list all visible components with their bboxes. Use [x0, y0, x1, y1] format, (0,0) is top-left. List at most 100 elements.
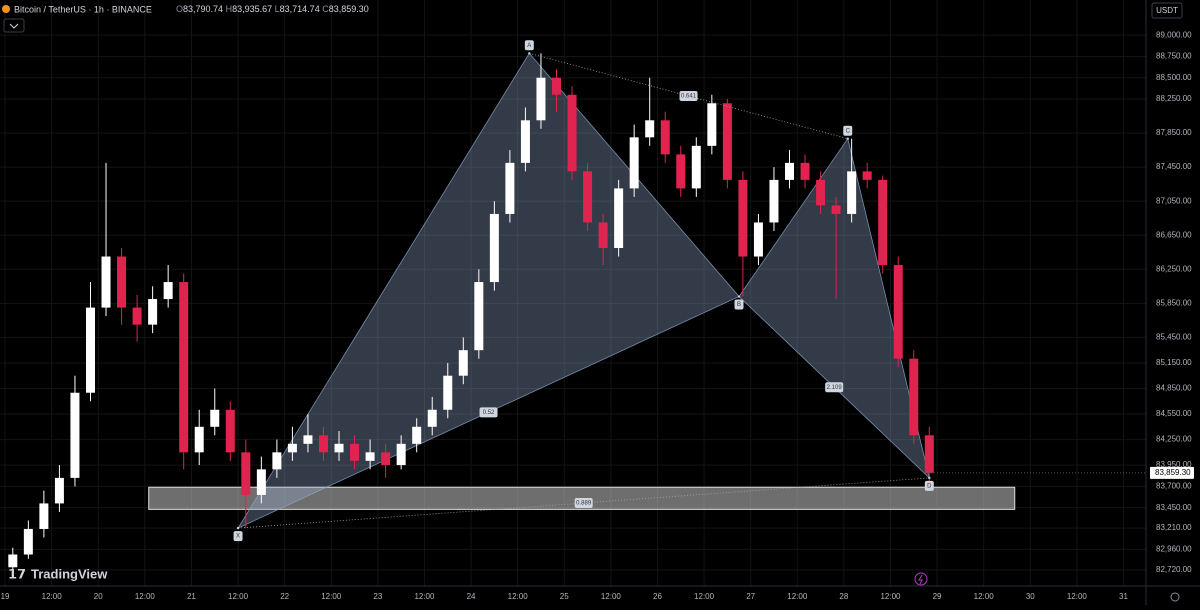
- candle-body: [676, 154, 686, 189]
- candle-body: [163, 282, 173, 300]
- candle-body: [101, 256, 111, 308]
- candle-body: [350, 443, 360, 461]
- pattern-point: [528, 52, 531, 55]
- x-tick-label: 20: [94, 592, 103, 601]
- y-tick-label: 88,750.00: [1156, 52, 1192, 61]
- c-key: C: [322, 4, 329, 14]
- x-tick-label: 25: [560, 592, 569, 601]
- settings-icon[interactable]: [1170, 592, 1180, 602]
- candle-body: [769, 179, 779, 223]
- last-price-label: 83,859.30: [1155, 468, 1191, 477]
- candle-body: [536, 77, 546, 121]
- candle-body: [489, 213, 499, 283]
- ratio-box: [679, 90, 698, 101]
- x-tick-label: 12:00: [974, 592, 995, 601]
- x-tick-label: 22: [280, 592, 289, 601]
- candle-body: [303, 435, 313, 444]
- candle-body: [318, 435, 328, 453]
- bolt: [918, 574, 923, 585]
- candle-body: [505, 162, 515, 214]
- candle-body: [660, 120, 670, 155]
- candle-body: [194, 426, 204, 453]
- x-tick-label: 31: [1119, 592, 1128, 601]
- y-tick-label: 82,960.00: [1156, 545, 1192, 554]
- point-label: X: [236, 534, 240, 540]
- y-tick-label: 88,500.00: [1156, 73, 1192, 82]
- candle-body: [645, 120, 655, 138]
- candle-body: [878, 179, 888, 266]
- candle-body: [862, 171, 872, 180]
- x-tick-label: 30: [1026, 592, 1035, 601]
- candle-body: [785, 162, 795, 180]
- y-tick-label: 87,050.00: [1156, 196, 1192, 205]
- collapse-button[interactable]: [3, 18, 25, 33]
- point-label: C: [846, 128, 851, 134]
- candle-body: [132, 307, 142, 325]
- candle-body: [598, 222, 608, 249]
- x-tick-label: 12:00: [228, 592, 249, 601]
- x-tick-label: 21: [187, 592, 196, 601]
- currency: USDT: [1156, 6, 1178, 15]
- x-tick-label: 12:00: [508, 592, 529, 601]
- x-tick-label: 29: [933, 592, 942, 601]
- point-box: [524, 40, 534, 51]
- currency-button[interactable]: [1151, 2, 1183, 19]
- candle-body: [365, 452, 375, 461]
- ratio-label: 0.52: [483, 410, 495, 416]
- last-price-box: [1150, 466, 1194, 479]
- y-tick-label: 83,950.00: [1156, 460, 1192, 469]
- candle-body: [39, 503, 49, 529]
- candle-body: [567, 94, 577, 172]
- candle-body: [474, 282, 484, 351]
- x-tick-label: 12:00: [601, 592, 622, 601]
- y-tick-label: 84,550.00: [1156, 409, 1192, 418]
- candle-body: [54, 477, 64, 504]
- pattern-point: [737, 295, 741, 298]
- o-val: 83,790.74: [183, 4, 223, 14]
- symbol-title: Bitcoin / TetherUS · 1h · BINANCE: [14, 4, 152, 14]
- candle-body: [427, 409, 437, 427]
- x-tick-label: 24: [467, 592, 476, 601]
- l-key: L: [275, 4, 280, 14]
- y-tick-label: 89,000.00: [1156, 30, 1192, 39]
- candle-body: [738, 179, 748, 257]
- candle-body: [583, 171, 593, 223]
- y-tick-label: 83,700.00: [1156, 481, 1192, 490]
- y-tick-label: 85,450.00: [1156, 333, 1192, 342]
- logo-mark: 𝟭𝟳: [8, 566, 26, 581]
- candle-body: [256, 469, 266, 495]
- ratio-box: [825, 382, 844, 393]
- chevron: [9, 23, 19, 29]
- alert-icon[interactable]: [914, 572, 928, 586]
- y-tick-label: 88,250.00: [1156, 94, 1192, 103]
- pattern-point: [928, 476, 931, 480]
- coin-icon: [2, 5, 10, 13]
- y-tick-label: 87,850.00: [1156, 128, 1192, 137]
- candle-body: [707, 103, 717, 146]
- candle-body: [722, 103, 732, 180]
- candle-body: [816, 179, 826, 206]
- point-box: [843, 125, 853, 136]
- candle-body: [893, 265, 903, 359]
- ratio-label: 0.889: [576, 501, 592, 507]
- y-tick-label: 83,210.00: [1156, 523, 1192, 532]
- candle-body: [241, 452, 251, 495]
- candle-body: [70, 392, 80, 478]
- x-tick-label: 23: [373, 592, 382, 601]
- point-label: A: [527, 43, 531, 49]
- pattern-connector: [529, 52, 848, 140]
- candle-body: [210, 409, 220, 427]
- candle-body: [443, 375, 453, 410]
- candle-body: [396, 443, 406, 466]
- h-val: 83,935.67: [232, 4, 272, 14]
- y-tick-label: 86,650.00: [1156, 230, 1192, 239]
- x-tick-label: 12:00: [694, 592, 715, 601]
- x-tick-label: 12:00: [321, 592, 342, 601]
- y-tick-label: 84,850.00: [1156, 384, 1192, 393]
- candle-body: [629, 137, 639, 189]
- candle-body: [753, 222, 763, 257]
- point-label: D: [927, 483, 932, 489]
- y-tick-label: 85,150.00: [1156, 358, 1192, 367]
- candle-body: [847, 171, 857, 214]
